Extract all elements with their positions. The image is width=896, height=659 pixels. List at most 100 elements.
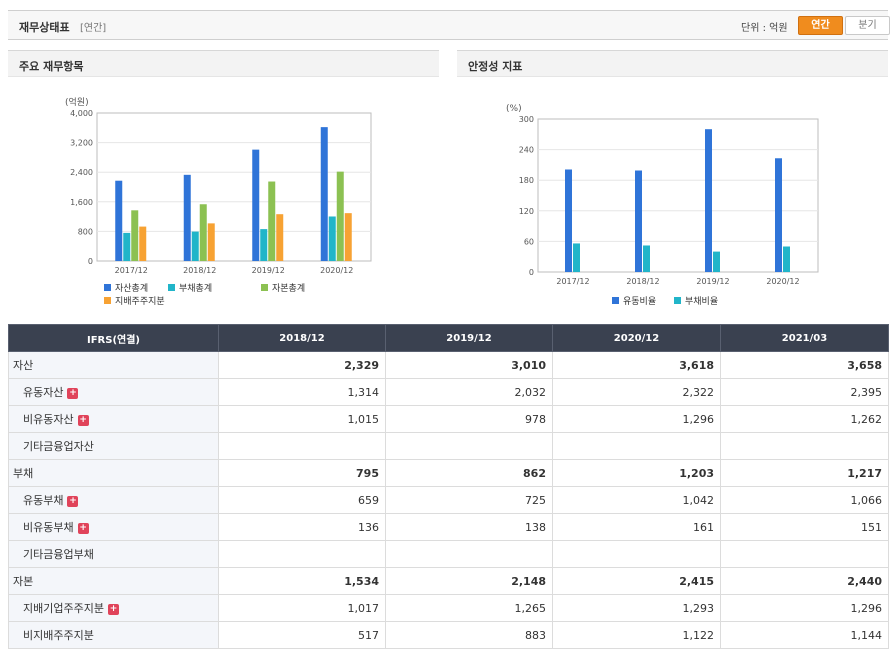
bar [183,174,191,261]
bar [139,226,147,261]
row-label: 자산 [13,359,34,372]
period-subtitle: [연간] [80,23,107,34]
row-label: 부채 [13,467,34,480]
bar [115,180,123,261]
row-label: 비유동부채 [23,521,74,534]
value-cell: 2,329 [218,351,386,379]
value-cell: 3,658 [720,351,889,379]
bar [268,181,276,261]
bar [320,127,328,261]
row-label: 자본 [13,575,34,588]
legend-swatch [612,297,619,304]
table-row: 자산 2,329 3,010 3,618 3,658 [8,351,889,379]
value-cell: 1,296 [552,405,721,433]
value-cell: 1,265 [385,594,553,622]
row-label-cell: 유동부채 + [8,486,219,514]
value-cell: 978 [385,405,553,433]
x-tick-label: 2018/12 [626,277,659,286]
value-cell: 1,144 [720,621,889,649]
x-tick-label: 2017/12 [556,277,589,286]
legend-label: 자산총계 [115,282,148,294]
y-tick-label: 300 [519,115,534,124]
value-cell: 862 [385,459,553,487]
bar [573,243,580,272]
table-row: 유동자산 +1,314 2,032 2,322 2,395 [8,378,889,406]
expand-plus-icon[interactable]: + [67,496,79,507]
right-panel-title: 안정성 지표 [468,60,523,73]
table-row: 기타금융업자산 [8,432,889,460]
row-label-cell: 기타금융업부채 [8,540,219,568]
y-tick-label: 0 [88,257,93,266]
value-cell [218,432,386,460]
value-cell: 1,262 [720,405,889,433]
bar [260,229,268,261]
expand-plus-icon[interactable]: + [77,415,89,426]
bar [328,216,336,261]
value-cell [385,432,553,460]
legend-swatch [261,284,268,291]
bar [123,232,131,261]
value-cell: 2,415 [552,567,721,595]
bar [783,246,790,272]
bar [276,214,284,261]
value-cell: 2,148 [385,567,553,595]
bar [775,158,782,272]
value-cell: 1,122 [552,621,721,649]
bar [252,149,260,261]
row-label: 기타금융업자산 [23,440,94,453]
table-header-cell: 2021/03 [720,324,889,352]
table-row: 부채 795 862 1,203 1,217 [8,459,889,487]
legend-swatch [104,284,111,291]
quarter-button[interactable]: 분기 [845,16,890,35]
value-cell: 3,618 [552,351,721,379]
row-label: 지배기업주주지분 [23,602,104,615]
row-label-cell: 지배기업주주지분 + [8,594,219,622]
table-row: 유동부채 +659 725 1,042 1,066 [8,486,889,514]
bar [131,210,139,261]
table-row: 자본 1,534 2,148 2,415 2,440 [8,567,889,595]
table-row: 비유동부채 +136 138 161 151 [8,513,889,541]
row-label-cell: 기타금융업자산 [8,432,219,460]
value-cell: 1,017 [218,594,386,622]
expand-plus-icon[interactable]: + [107,604,119,615]
left-panel-header: 주요 재무항목 [8,50,439,77]
value-cell: 883 [385,621,553,649]
value-cell: 1,217 [720,459,889,487]
row-label-cell: 자본 [8,567,219,595]
row-label: 유동자산 [23,386,64,399]
value-cell: 161 [552,513,721,541]
value-cell: 2,322 [552,378,721,406]
value-cell: 659 [218,486,386,514]
table-row: 기타금융업부채 [8,540,889,568]
row-label: 유동부채 [23,494,64,507]
bar [565,169,572,272]
value-cell: 136 [218,513,386,541]
value-cell: 1,534 [218,567,386,595]
value-cell [552,432,721,460]
legend-swatch [168,284,175,291]
period-toggle: 연간 분기 [798,16,890,35]
legend-label: 부채총계 [179,282,212,294]
balance-sheet-table: IFRS(연결) 2018/12 2019/12 2020/12 2021/03… [8,324,889,649]
table-header-row: IFRS(연결) 2018/12 2019/12 2020/12 2021/03 [8,324,889,352]
value-cell: 725 [385,486,553,514]
annual-button[interactable]: 연간 [798,16,843,35]
y-tick-label: 2,400 [70,168,93,177]
y-tick-label: 240 [519,146,534,155]
value-cell: 1,042 [552,486,721,514]
legend-label: 유동비율 [623,296,656,307]
legend-label: 지배주주지분 [115,296,165,307]
value-cell: 2,440 [720,567,889,595]
expand-plus-icon[interactable]: + [67,388,79,399]
statement-header: 재무상태표 [연간] 단위 : 억원 연간 분기 [8,10,890,40]
table-header-cell: IFRS(연결) [8,324,219,352]
y-tick-label: 3,200 [70,139,93,148]
legend-label: 부채비율 [685,296,718,307]
y-tick-label: 0 [529,268,534,277]
value-cell: 2,395 [720,378,889,406]
legend-swatch [104,297,111,304]
expand-plus-icon[interactable]: + [77,523,89,534]
row-label-cell: 부채 [8,459,219,487]
unit-label: 단위 : 억원 [741,23,788,34]
row-label-cell: 비지배주주지분 [8,621,219,649]
